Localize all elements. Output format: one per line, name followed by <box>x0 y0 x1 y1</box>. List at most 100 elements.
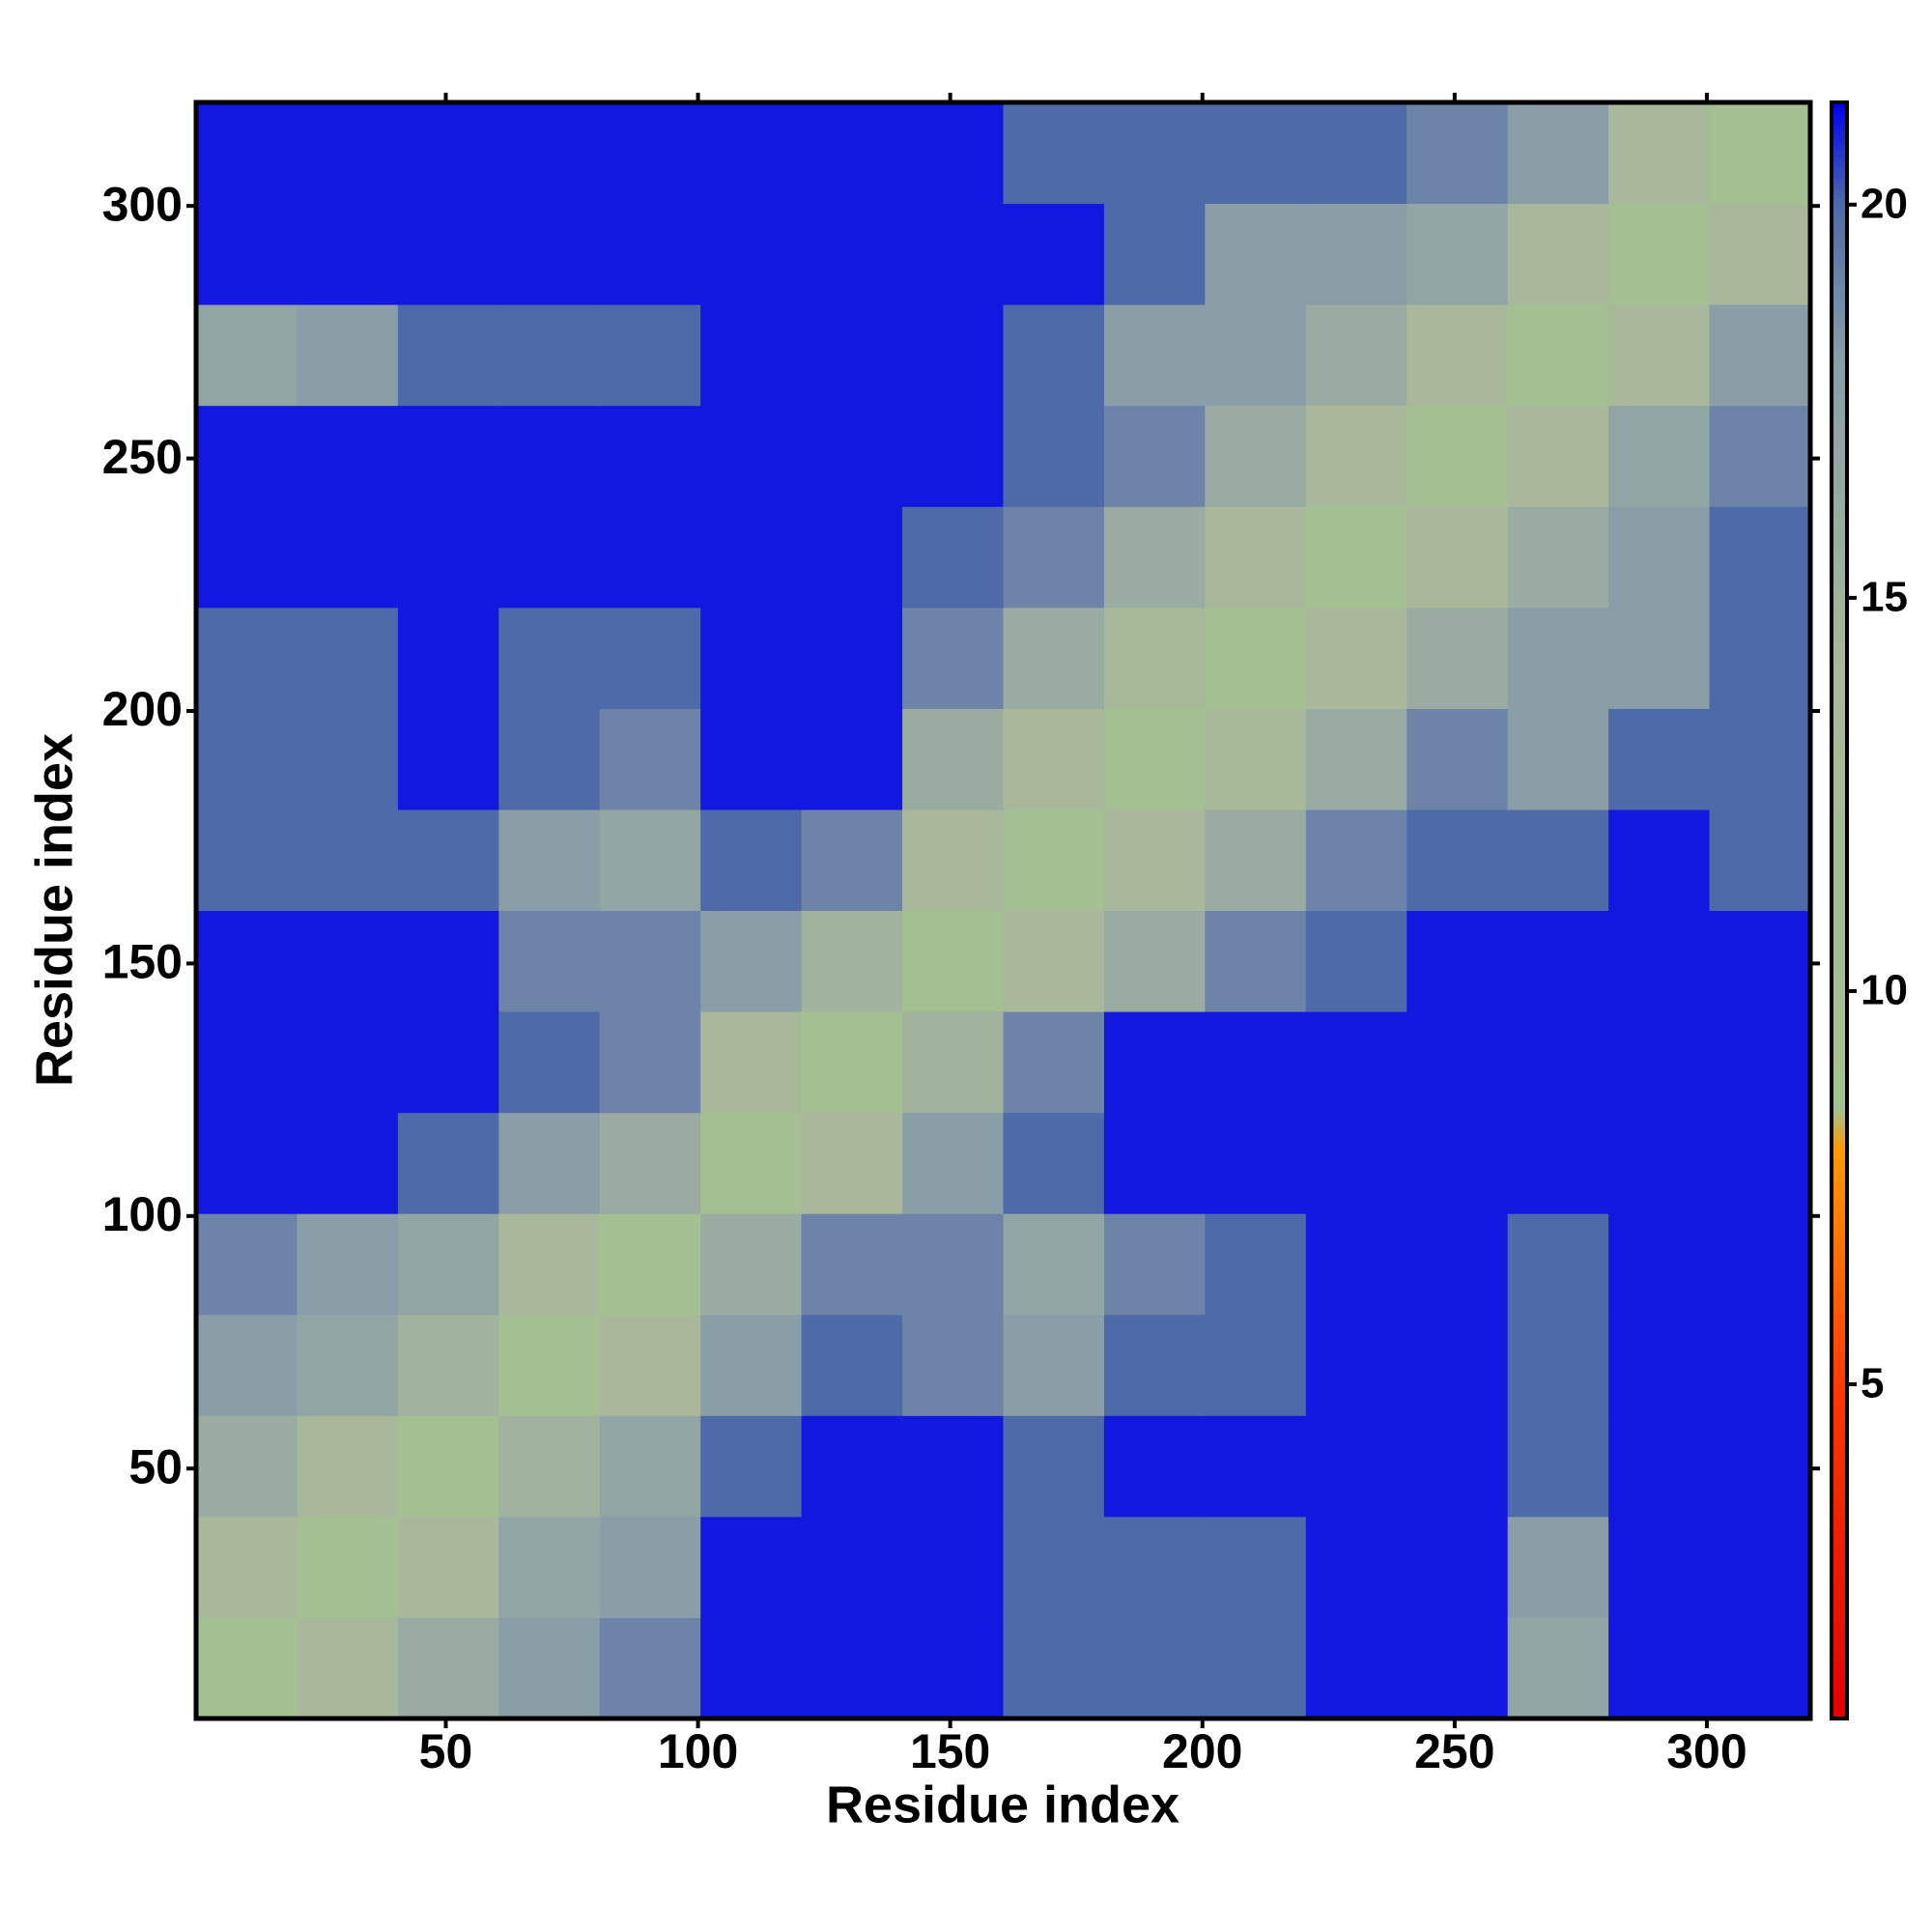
colorbar-swatch <box>1832 1282 1847 1289</box>
heat-cell <box>902 1011 1004 1114</box>
heat-cell <box>397 1314 499 1416</box>
colorbar-swatch <box>1832 210 1847 216</box>
colorbar-swatch <box>1832 242 1847 249</box>
colorbar-swatch <box>1832 414 1847 421</box>
heat-cell <box>498 1112 601 1214</box>
colorbar-swatch <box>1832 425 1847 432</box>
colorbar-swatch <box>1832 128 1847 136</box>
heat-cell <box>1305 304 1407 407</box>
heat-cell <box>1406 910 1509 1012</box>
colorbar-swatch <box>1832 554 1847 561</box>
heat-cell <box>1608 102 1711 205</box>
heat-cell <box>1406 809 1509 911</box>
heat-cell <box>397 1516 499 1618</box>
colorbar-swatch <box>1832 1573 1847 1579</box>
colorbar-swatch <box>1832 1583 1847 1590</box>
colorbar-swatch <box>1832 1664 1847 1671</box>
heat-cell <box>1709 102 1811 205</box>
heat-cell <box>1305 102 1407 205</box>
heat-cell <box>1205 102 1307 205</box>
colorbar-swatch <box>1832 1691 1847 1698</box>
colorbar-swatch <box>1832 344 1847 352</box>
heat-cell <box>196 405 298 507</box>
heat-cell <box>1709 1617 1811 1719</box>
colorbar-swatch <box>1832 958 1847 965</box>
colorbar-swatch <box>1832 1416 1847 1423</box>
heat-cell <box>801 102 903 205</box>
colorbar-swatch <box>1832 285 1847 292</box>
colorbar-swatch <box>1832 668 1847 674</box>
heat-cell <box>1103 1112 1206 1214</box>
heat-cell <box>1608 1415 1711 1518</box>
colorbar-swatch <box>1832 1594 1847 1601</box>
colorbar-swatch <box>1832 560 1847 567</box>
colorbar-swatch <box>1832 458 1847 465</box>
colorbar-swatch <box>1832 1324 1847 1332</box>
heat-cell <box>397 304 499 407</box>
colorbar-swatch <box>1832 1454 1847 1461</box>
heat-cell <box>599 1617 701 1719</box>
colorbar-swatch <box>1832 366 1847 373</box>
heat-cell <box>1406 1516 1509 1618</box>
colorbar-swatch <box>1832 517 1847 524</box>
heat-cell <box>1205 1617 1307 1719</box>
colorbar-swatch <box>1832 469 1847 475</box>
heat-cell <box>1003 1213 1105 1316</box>
colorbar-swatch <box>1832 1293 1847 1299</box>
heat-cell <box>1709 405 1811 507</box>
colorbar-swatch <box>1832 630 1847 637</box>
colorbar-swatch <box>1832 791 1847 798</box>
heat-cell <box>1406 102 1509 205</box>
colorbar-swatch <box>1832 1654 1847 1661</box>
heat-cell <box>498 304 601 407</box>
y-tick-label: 300 <box>102 177 183 231</box>
colorbar-swatch <box>1832 134 1847 141</box>
colorbar-swatch <box>1832 296 1847 302</box>
heat-cell <box>1205 1516 1307 1618</box>
heat-cell <box>801 1112 903 1214</box>
heat-cell <box>801 910 903 1012</box>
heat-cell <box>902 809 1004 911</box>
heat-cell <box>801 1516 903 1618</box>
heat-cell <box>1608 304 1711 407</box>
heat-cell <box>599 1516 701 1618</box>
colorbar-swatch <box>1832 926 1847 933</box>
x-tick-label: 150 <box>910 1724 990 1778</box>
heat-cell <box>902 708 1004 810</box>
heat-cell <box>1507 405 1609 507</box>
heat-cell <box>196 1516 298 1618</box>
heat-cell <box>297 1213 399 1316</box>
heat-cell <box>902 1314 1004 1416</box>
heat-cell <box>1406 1415 1509 1518</box>
heat-cell <box>1103 405 1206 507</box>
colorbar-swatch <box>1832 463 1847 469</box>
colorbar-swatch <box>1832 1287 1847 1294</box>
heat-cell <box>196 203 298 305</box>
heat-cell <box>1507 1617 1609 1719</box>
colorbar-swatch <box>1832 1514 1847 1520</box>
heat-cell <box>700 304 803 407</box>
colorbar-swatch <box>1832 1600 1847 1606</box>
colorbar-swatch <box>1832 695 1847 701</box>
colorbar-swatch <box>1832 323 1847 329</box>
heat-cell <box>1608 607 1711 709</box>
colorbar-swatch <box>1832 1228 1847 1235</box>
colorbar-swatch <box>1832 889 1847 895</box>
heat-cell <box>700 1314 803 1416</box>
colorbar-swatch <box>1832 382 1847 389</box>
colorbar-swatch <box>1832 1169 1847 1176</box>
colorbar-swatch <box>1832 355 1847 362</box>
heat-cell <box>1003 1617 1105 1719</box>
heat-cell <box>397 1213 499 1316</box>
heat-cell <box>700 203 803 305</box>
heat-cell <box>1205 1314 1307 1416</box>
colorbar-swatch <box>1832 1702 1847 1709</box>
heat-cell <box>1003 910 1105 1012</box>
heat-cell <box>599 809 701 911</box>
heat-cell <box>1003 102 1105 205</box>
heat-cell <box>1608 1112 1711 1214</box>
colorbar-swatch <box>1832 452 1847 459</box>
heat-cell <box>1205 1213 1307 1316</box>
heat-cell <box>1103 1617 1206 1719</box>
colorbar-swatch <box>1832 500 1847 507</box>
